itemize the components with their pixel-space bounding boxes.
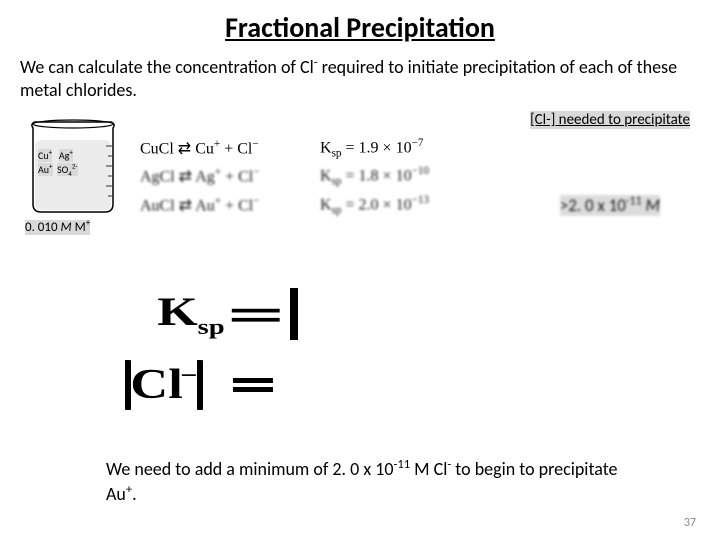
beaker-caption: 0. 010 M M+	[25, 218, 140, 235]
page-title: Fractional Precipitation	[20, 10, 700, 45]
equilibrium-table: CuCl ⇄ Cu+ + Cl− Ksp = 1.9 × 10−7 AgCl ⇄…	[140, 137, 700, 217]
precip-header: [Cl-] needed to precipitate	[140, 111, 700, 129]
intro-text: We can calculate the concentration of Cl…	[20, 55, 700, 103]
conclusion-text: We need to add a minimum of 2. 0 x 10-11…	[106, 457, 640, 506]
beaker-graphic: Cu+ Ag+ Au+ SO42-	[28, 116, 118, 216]
beaker-column: Cu+ Ag+ Au+ SO42- 0. 010 M M+	[20, 111, 140, 235]
cl-fragment: Cl−	[125, 360, 273, 410]
page-number: 37	[684, 516, 696, 530]
eq-row: AgCl ⇄ Ag+ + Cl− Ksp = 1.8 × 10−10	[140, 165, 700, 188]
ksp-fragment: Ksp ═	[165, 280, 298, 347]
eq-row: AuCl ⇄ Au+ + Cl− Ksp = 2.0 × 10−13 >2. 0…	[140, 194, 700, 217]
eq-row: CuCl ⇄ Cu+ + Cl− Ksp = 1.9 × 10−7	[140, 137, 700, 160]
beaker-ions: Cu+ Ag+ Au+ SO42-	[38, 148, 108, 179]
